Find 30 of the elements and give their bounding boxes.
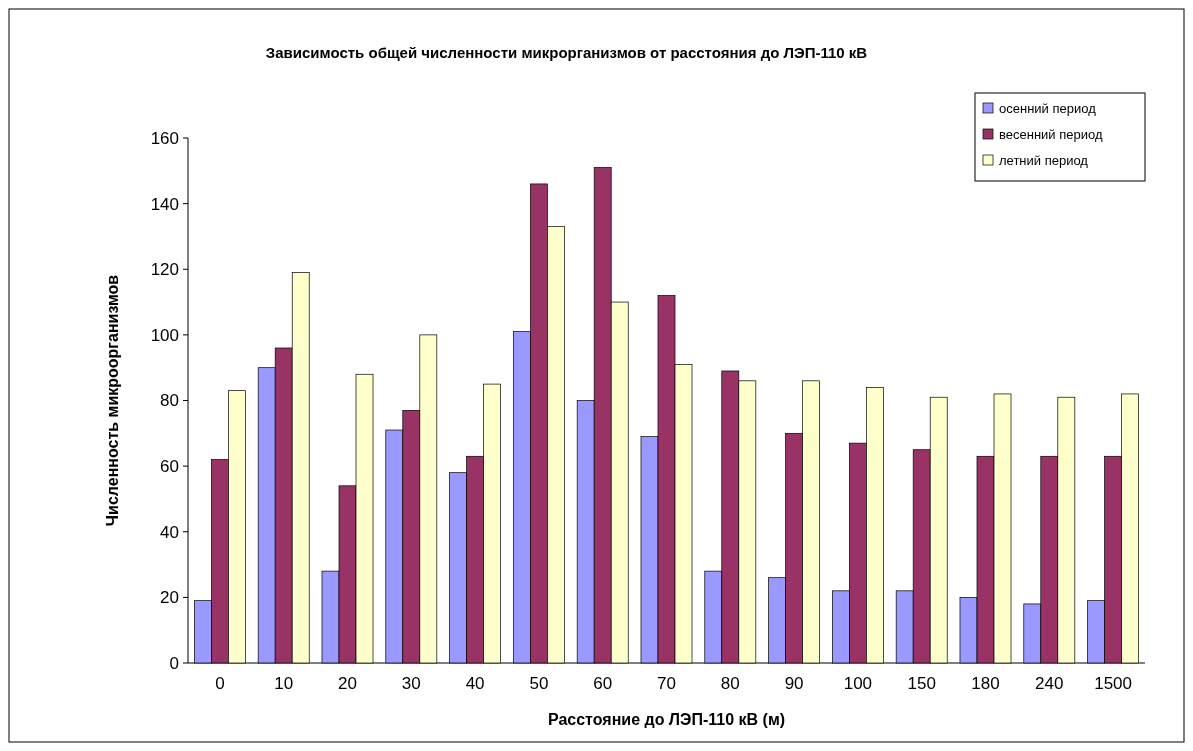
x-tick-label: 180 — [971, 674, 1000, 693]
x-tick-label: 40 — [465, 674, 485, 693]
y-tick-label: 40 — [160, 522, 179, 542]
y-tick-label: 0 — [169, 653, 179, 673]
y-axis-title: Численность микроорганизмов — [104, 274, 121, 527]
x-tick-label: 70 — [657, 674, 676, 693]
x-tick-label: 150 — [907, 674, 936, 693]
x-tick-label: 1500 — [1094, 674, 1133, 693]
legend-label: осенний период — [999, 100, 1097, 116]
x-tick-label: 240 — [1035, 674, 1064, 693]
y-tick-label: 60 — [160, 457, 179, 477]
y-tick-label: 20 — [160, 588, 179, 608]
y-tick-label: 80 — [160, 391, 179, 411]
x-tick-label: 0 — [215, 674, 225, 693]
x-tick-label: 50 — [529, 674, 549, 693]
x-tick-label: 80 — [720, 674, 740, 693]
x-tick-label: 90 — [784, 674, 804, 693]
x-axis-title: Расстояние до ЛЭП-110 кВ (м) — [547, 711, 786, 728]
y-tick-label: 120 — [150, 260, 179, 280]
chart-title: Зависимость общей численности микрорганизмов от расстояния до ЛЭП-110 кВ — [265, 44, 868, 61]
y-tick-label: 160 — [150, 128, 179, 148]
x-tick-label: 20 — [338, 674, 357, 693]
x-tick-label: 100 — [843, 674, 873, 693]
legend-label: весенний период — [999, 126, 1103, 142]
x-tick-label: 30 — [401, 674, 421, 693]
legend-label: летний период — [999, 152, 1089, 168]
x-tick-label: 10 — [274, 674, 294, 693]
y-tick-label: 100 — [150, 325, 179, 345]
x-tick-label: 60 — [593, 674, 613, 693]
y-tick-label: 140 — [150, 194, 179, 214]
